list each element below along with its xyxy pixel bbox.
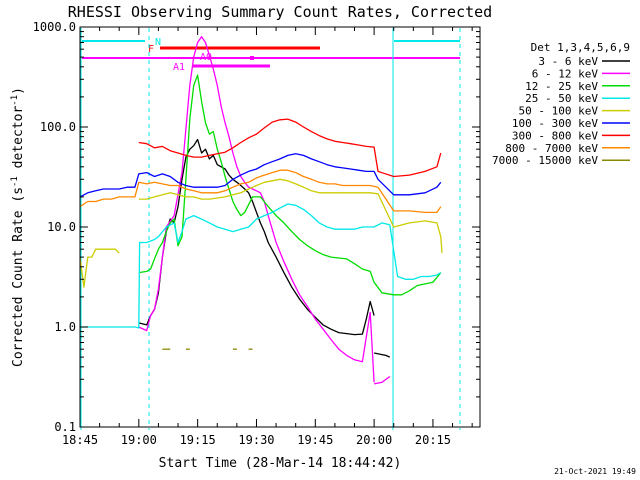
- legend-label: 12 - 25 keV: [525, 80, 598, 93]
- y-tick-label: 0.1: [54, 420, 76, 434]
- series-line-6-0: [138, 118, 442, 178]
- x-tick-label: 20:00: [356, 433, 392, 447]
- y-tick-label: 100.0: [40, 120, 76, 134]
- y-tick-label: 10.0: [47, 220, 76, 234]
- timestamp: 21-Oct-2021 19:49: [554, 467, 636, 476]
- x-tick-label: 20:15: [415, 433, 451, 447]
- series-line-4-1: [138, 178, 443, 254]
- series-line-1-1: [373, 375, 391, 385]
- y-axis: 1000.0 100.0 10.0 1.0 0.1: [33, 20, 480, 434]
- y-tick-label: 1.0: [54, 320, 76, 334]
- legend-title: Det 1,3,4,5,6,9: [531, 41, 630, 54]
- chart-title: RHESSI Observing Summary Count Rates, Co…: [68, 3, 492, 21]
- legend-label: 3 - 6 keV: [538, 55, 598, 68]
- svg-text:A0: A0: [200, 52, 212, 63]
- x-tick-label: 19:30: [238, 433, 274, 447]
- svg-text:F: F: [148, 44, 154, 55]
- series-layer: [79, 36, 443, 385]
- series-line-0-0: [138, 138, 375, 336]
- y-axis-label: Corrected Count Rate (s-1 detector-1): [10, 87, 26, 367]
- legend-label: 50 - 100 keV: [519, 105, 599, 118]
- x-axis-label: Start Time (28-Mar-14 18:44:42): [159, 456, 402, 471]
- series-line-0-1: [373, 352, 391, 358]
- legend-label: 6 - 12 keV: [532, 67, 599, 80]
- x-tick-label: 19:15: [180, 433, 216, 447]
- y-tick-label: 1000.0: [33, 20, 76, 34]
- legend-label: 7000 - 15000 keV: [492, 154, 598, 167]
- legend-label: 100 - 300 keV: [512, 117, 598, 130]
- x-axis: 18:45 19:00 19:15 19:30 19:45 20:00 20:15: [62, 27, 473, 447]
- svg-text:N: N: [155, 37, 161, 48]
- legend-label: 800 - 7000 keV: [505, 142, 598, 155]
- svg-text:A1: A1: [173, 62, 185, 73]
- x-tick-label: 19:45: [297, 433, 333, 447]
- observing-flags: N F A1 A0: [80, 28, 461, 430]
- series-line-1-0: [138, 36, 375, 383]
- x-tick-label: 19:00: [121, 433, 157, 447]
- series-line-4-0: [79, 248, 120, 288]
- series-line-7-0: [79, 169, 442, 214]
- series-line-3-0: [80, 203, 442, 329]
- legend-label: 25 - 50 keV: [525, 92, 598, 105]
- legend-label: 300 - 800 keV: [512, 129, 598, 142]
- series-line-5-0: [79, 153, 442, 198]
- x-tick-label: 18:45: [62, 433, 98, 447]
